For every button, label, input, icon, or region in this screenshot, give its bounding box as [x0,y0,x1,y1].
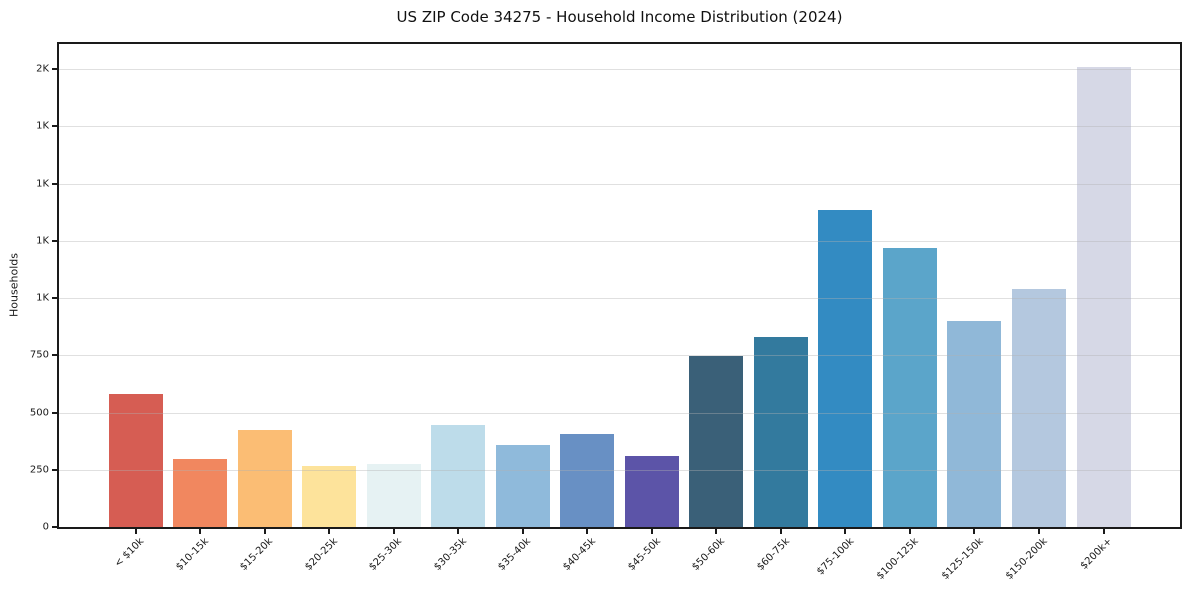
y-tick-mark [52,468,57,471]
bar [560,434,615,527]
x-tick-mark [328,529,331,534]
x-tick-label: $60-75k [754,536,792,573]
x-tick-mark [908,529,911,534]
bars-layer [59,44,1180,527]
gridlines-layer [59,44,1180,527]
gridline [59,355,1180,357]
gridline [59,469,1180,471]
bar [689,356,744,527]
gridline [59,69,1180,71]
x-tick-mark [199,529,202,534]
bar [366,464,421,527]
bar [108,394,163,527]
y-tick-label: 1K [36,120,49,132]
y-tick-mark [52,182,57,185]
gridline [59,126,1180,128]
bar [753,337,808,527]
y-tick-mark [52,125,57,128]
x-tick-label: $45-50k [625,536,663,573]
bar [237,429,292,527]
y-tick-mark [52,526,57,528]
y-tick-mark [52,411,57,414]
x-tick-label: $35-40k [496,536,534,573]
x-tick-mark [1102,529,1105,534]
gridline [59,412,1180,414]
x-tick-label: $150-200k [1003,536,1050,582]
x-tick-label: $125-150k [939,536,986,582]
x-tick-label: $100-125k [874,536,921,582]
x-tick-label: $200k+ [1078,536,1115,572]
y-tick-label: 1K [36,292,49,304]
y-tick-label: 750 [29,349,49,361]
x-tick-mark [650,529,653,534]
x-tick-label: $30-35k [432,536,469,573]
x-tick-label: $15-20k [238,536,276,573]
y-tick-label: 1K [36,178,49,190]
gridline [59,240,1180,242]
x-tick-mark [973,529,976,534]
x-tick-mark [1037,529,1040,534]
y-tick-mark [52,354,57,357]
plot-area [57,42,1182,529]
x-tick-label: $10-15k [173,536,211,573]
x-tick-mark [134,529,137,534]
gridline [59,183,1180,185]
x-tick-mark [586,529,589,534]
gridline [59,298,1180,300]
x-tick-mark [457,529,460,534]
bar [1076,66,1131,527]
x-tick-label: $40-45k [561,536,599,573]
bar [1011,288,1066,527]
x-tick-label: $75-100k [814,536,857,578]
x-tick-mark [263,529,266,534]
bar [302,466,357,527]
bar [624,456,679,527]
y-tick-label: 2K [36,63,49,75]
x-tick-label: $20-25k [302,536,340,573]
bar [495,444,550,527]
y-tick-mark [52,297,57,300]
x-tick-mark [715,529,718,534]
y-tick-mark [52,68,57,71]
y-tick-label: 0 [42,521,49,533]
x-tick-label: < $10k [112,536,147,570]
bar [173,459,228,527]
x-tick-label: $25-30k [367,536,405,573]
x-tick-mark [844,529,847,534]
y-tick-label: 1K [36,235,49,247]
y-axis-label: Households [7,253,21,317]
y-tick-label: 250 [29,464,49,476]
chart-title: US ZIP Code 34275 - Household Income Dis… [396,8,843,26]
bar [818,209,873,527]
x-tick-label: $50-60k [690,536,728,573]
bar [947,320,1002,527]
bar [431,425,486,527]
y-tick-mark [52,239,57,242]
x-tick-mark [392,529,395,534]
y-tick-label: 500 [29,407,49,419]
x-tick-mark [779,529,782,534]
bar [882,247,937,527]
x-tick-mark [521,529,524,534]
